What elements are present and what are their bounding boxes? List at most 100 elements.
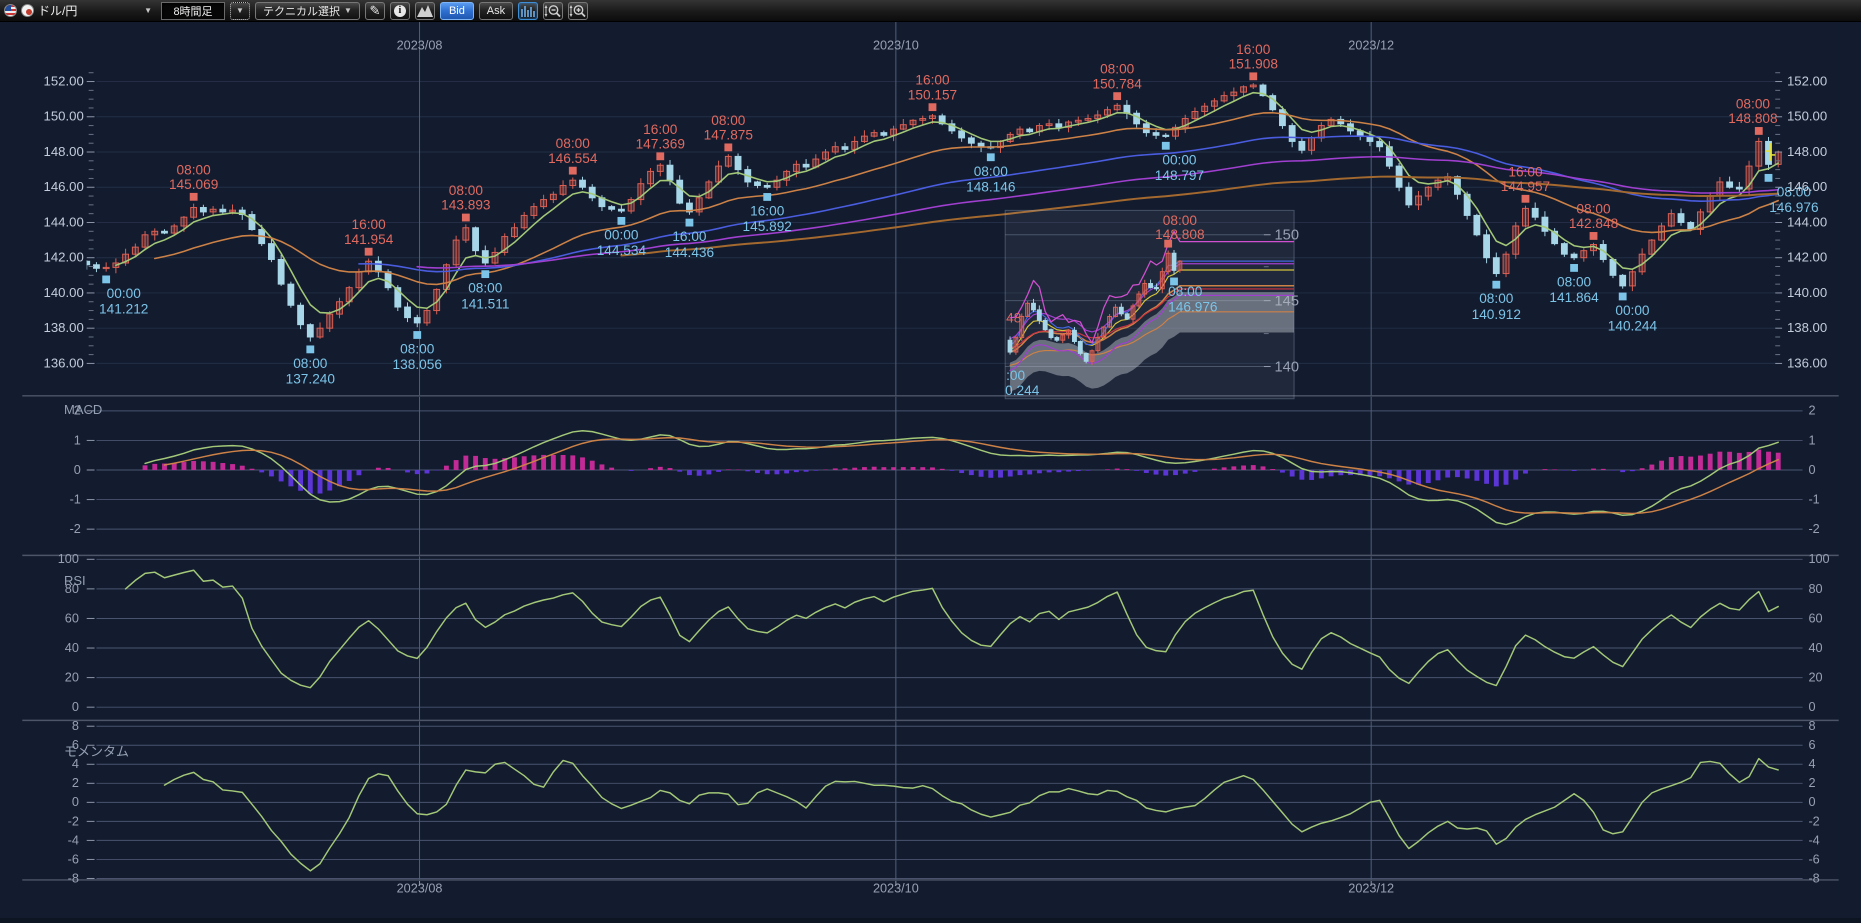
chart-style-button[interactable] bbox=[415, 2, 435, 20]
macd-histogram-bar bbox=[600, 464, 605, 470]
candle-body bbox=[230, 210, 236, 212]
macd-histogram-bar bbox=[843, 468, 848, 470]
axis-label: -4 bbox=[68, 833, 79, 847]
candle-body bbox=[132, 247, 138, 254]
candle-body bbox=[1493, 258, 1499, 274]
candle-body bbox=[930, 116, 936, 119]
macd-histogram-bar bbox=[1066, 470, 1071, 472]
currency-pair-selector[interactable]: ドル/円 ▼ bbox=[4, 2, 156, 20]
axis-label: 60 bbox=[1808, 611, 1822, 625]
marker-price-label: 147.875 bbox=[704, 128, 754, 143]
zoom-in-button[interactable] bbox=[568, 2, 588, 20]
candle-body bbox=[1503, 254, 1509, 273]
ask-button[interactable]: Ask bbox=[479, 2, 513, 20]
draw-tool-button[interactable]: ✎ bbox=[365, 2, 385, 20]
zoom-out-button[interactable] bbox=[543, 2, 563, 20]
date-label-bottom: 2023/10 bbox=[873, 882, 919, 896]
price-axis-label-left: 152.00 bbox=[44, 73, 84, 88]
macd-histogram-bar bbox=[1183, 470, 1188, 474]
axis-label: -8 bbox=[68, 871, 79, 885]
candle-body bbox=[618, 209, 624, 211]
marker-price-label: 143.893 bbox=[441, 198, 490, 213]
axis-label: 40 bbox=[1808, 641, 1822, 655]
marker-time-label: 08:00 bbox=[468, 281, 503, 296]
info-button[interactable]: i bbox=[390, 2, 410, 20]
candle-body bbox=[1406, 187, 1412, 205]
high-marker-square bbox=[569, 167, 577, 175]
bid-button[interactable]: Bid bbox=[440, 2, 474, 20]
high-marker-square bbox=[1522, 195, 1530, 203]
macd-histogram-bar bbox=[483, 458, 488, 470]
candle-body bbox=[832, 147, 838, 152]
marker-time-label: 08:00 bbox=[1576, 201, 1611, 216]
candle-body bbox=[1250, 85, 1256, 87]
marker-time-label: 00:00 bbox=[604, 227, 639, 242]
macd-histogram-bar bbox=[1212, 469, 1217, 470]
macd-histogram-bar bbox=[813, 470, 818, 471]
inset-marker-price: 146.976 bbox=[1168, 300, 1217, 315]
price-axis-label-left: 140.00 bbox=[44, 285, 84, 300]
macd-histogram-bar bbox=[629, 470, 634, 471]
macd-histogram-bar bbox=[1591, 469, 1596, 470]
high-marker-square bbox=[1590, 232, 1598, 240]
candle-body bbox=[327, 314, 333, 328]
candle-body bbox=[385, 272, 391, 288]
macd-histogram-bar bbox=[1076, 470, 1081, 471]
price-axis-label-left: 142.00 bbox=[44, 250, 84, 265]
zoom-in-icon bbox=[569, 4, 587, 18]
macd-histogram-bar bbox=[1134, 470, 1139, 471]
macd-histogram-bar bbox=[1708, 454, 1713, 470]
candle-body bbox=[1736, 187, 1742, 189]
macd-histogram-bar bbox=[872, 467, 877, 470]
marker-price-label: 141.212 bbox=[99, 302, 148, 317]
candle-body bbox=[375, 261, 381, 272]
macd-histogram-bar bbox=[454, 460, 459, 470]
candle-body bbox=[103, 267, 109, 268]
axis-label: -6 bbox=[68, 852, 79, 866]
macd-histogram-bar bbox=[1698, 456, 1703, 470]
macd-histogram-bar bbox=[979, 470, 984, 477]
technical-select-button[interactable]: テクニカル選択 ▼ bbox=[255, 2, 360, 20]
marker-price-label: 144.436 bbox=[665, 245, 714, 260]
macd-histogram-bar bbox=[930, 467, 935, 470]
marker-price-label: 145.069 bbox=[169, 177, 218, 192]
candle-body bbox=[162, 231, 168, 233]
axis-label: 80 bbox=[1808, 582, 1822, 596]
candle-body bbox=[473, 228, 479, 251]
macd-histogram-bar bbox=[1047, 470, 1052, 472]
axis-label: -1 bbox=[70, 492, 81, 506]
macd-histogram-bar bbox=[415, 470, 420, 474]
macd-histogram-bar bbox=[920, 467, 925, 470]
candle-body bbox=[1105, 110, 1111, 115]
candle-body bbox=[1474, 215, 1480, 234]
indicator-window-button[interactable] bbox=[518, 2, 538, 20]
macd-histogram-bar bbox=[1086, 470, 1091, 471]
candle-body bbox=[1581, 251, 1587, 258]
chart-canvas[interactable]: 2023/082023/082023/102023/102023/122023/… bbox=[0, 22, 1861, 918]
candle-body bbox=[1027, 129, 1033, 132]
timeframe-dropdown-button[interactable]: ▼ bbox=[230, 2, 250, 20]
candle-body bbox=[366, 261, 372, 272]
candle-body bbox=[677, 180, 683, 203]
marker-time-label: 16:00 bbox=[1508, 164, 1543, 179]
inset-candle-body bbox=[1078, 342, 1082, 354]
macd-histogram-bar bbox=[181, 462, 186, 470]
inset-candle-body bbox=[1178, 261, 1182, 270]
candle-body bbox=[1698, 212, 1704, 230]
candle-body bbox=[181, 217, 187, 226]
macd-histogram-bar bbox=[580, 457, 585, 470]
macd-histogram-bar bbox=[1124, 469, 1129, 470]
candle-body bbox=[1318, 126, 1324, 138]
timeframe-display[interactable]: 8時間足 bbox=[161, 2, 225, 20]
marker-time-label: 08:00 bbox=[293, 356, 328, 371]
macd-histogram-bar bbox=[1154, 470, 1159, 475]
marker-price-label: 141.954 bbox=[344, 232, 394, 247]
macd-histogram-bar bbox=[1144, 470, 1149, 473]
axis-label: 6 bbox=[1808, 738, 1815, 752]
price-axis-label-right: 140.00 bbox=[1787, 285, 1827, 300]
axis-label: 4 bbox=[1808, 757, 1815, 771]
macd-histogram-bar bbox=[745, 470, 750, 471]
inset-candle-body bbox=[1084, 353, 1088, 361]
inset-candle-body bbox=[1032, 303, 1036, 310]
macd-histogram-bar bbox=[852, 468, 857, 470]
